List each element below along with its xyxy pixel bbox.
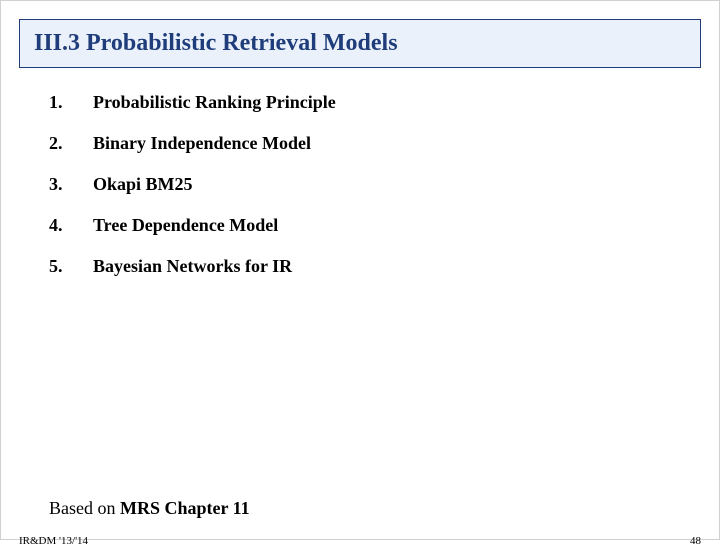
list-number: 5. bbox=[49, 256, 93, 277]
list-item: 3. Okapi BM25 bbox=[49, 174, 719, 195]
list-text: Tree Dependence Model bbox=[93, 215, 719, 236]
footer-note: Based on MRS Chapter 11 bbox=[49, 498, 250, 519]
footer-note-prefix: Based on bbox=[49, 498, 120, 518]
list-item: 5. Bayesian Networks for IR bbox=[49, 256, 719, 277]
list-number: 4. bbox=[49, 215, 93, 236]
footer-note-bold: MRS Chapter 11 bbox=[120, 498, 250, 518]
list-text: Probabilistic Ranking Principle bbox=[93, 92, 719, 113]
list-text: Okapi BM25 bbox=[93, 174, 719, 195]
list-number: 2. bbox=[49, 133, 93, 154]
page-number: 48 bbox=[690, 535, 701, 547]
list-item: 4. Tree Dependence Model bbox=[49, 215, 719, 236]
list-item: 1. Probabilistic Ranking Principle bbox=[49, 92, 719, 113]
title-box: III.3 Probabilistic Retrieval Models bbox=[19, 19, 701, 68]
list-item: 2. Binary Independence Model bbox=[49, 133, 719, 154]
footer-left: IR&DM '13/'14 bbox=[19, 535, 88, 547]
list-number: 3. bbox=[49, 174, 93, 195]
list-number: 1. bbox=[49, 92, 93, 113]
slide-title: III.3 Probabilistic Retrieval Models bbox=[34, 30, 686, 57]
list-text: Bayesian Networks for IR bbox=[93, 256, 719, 277]
list-text: Binary Independence Model bbox=[93, 133, 719, 154]
slide-container: III.3 Probabilistic Retrieval Models 1. … bbox=[1, 19, 719, 557]
content-list: 1. Probabilistic Ranking Principle 2. Bi… bbox=[49, 92, 719, 277]
